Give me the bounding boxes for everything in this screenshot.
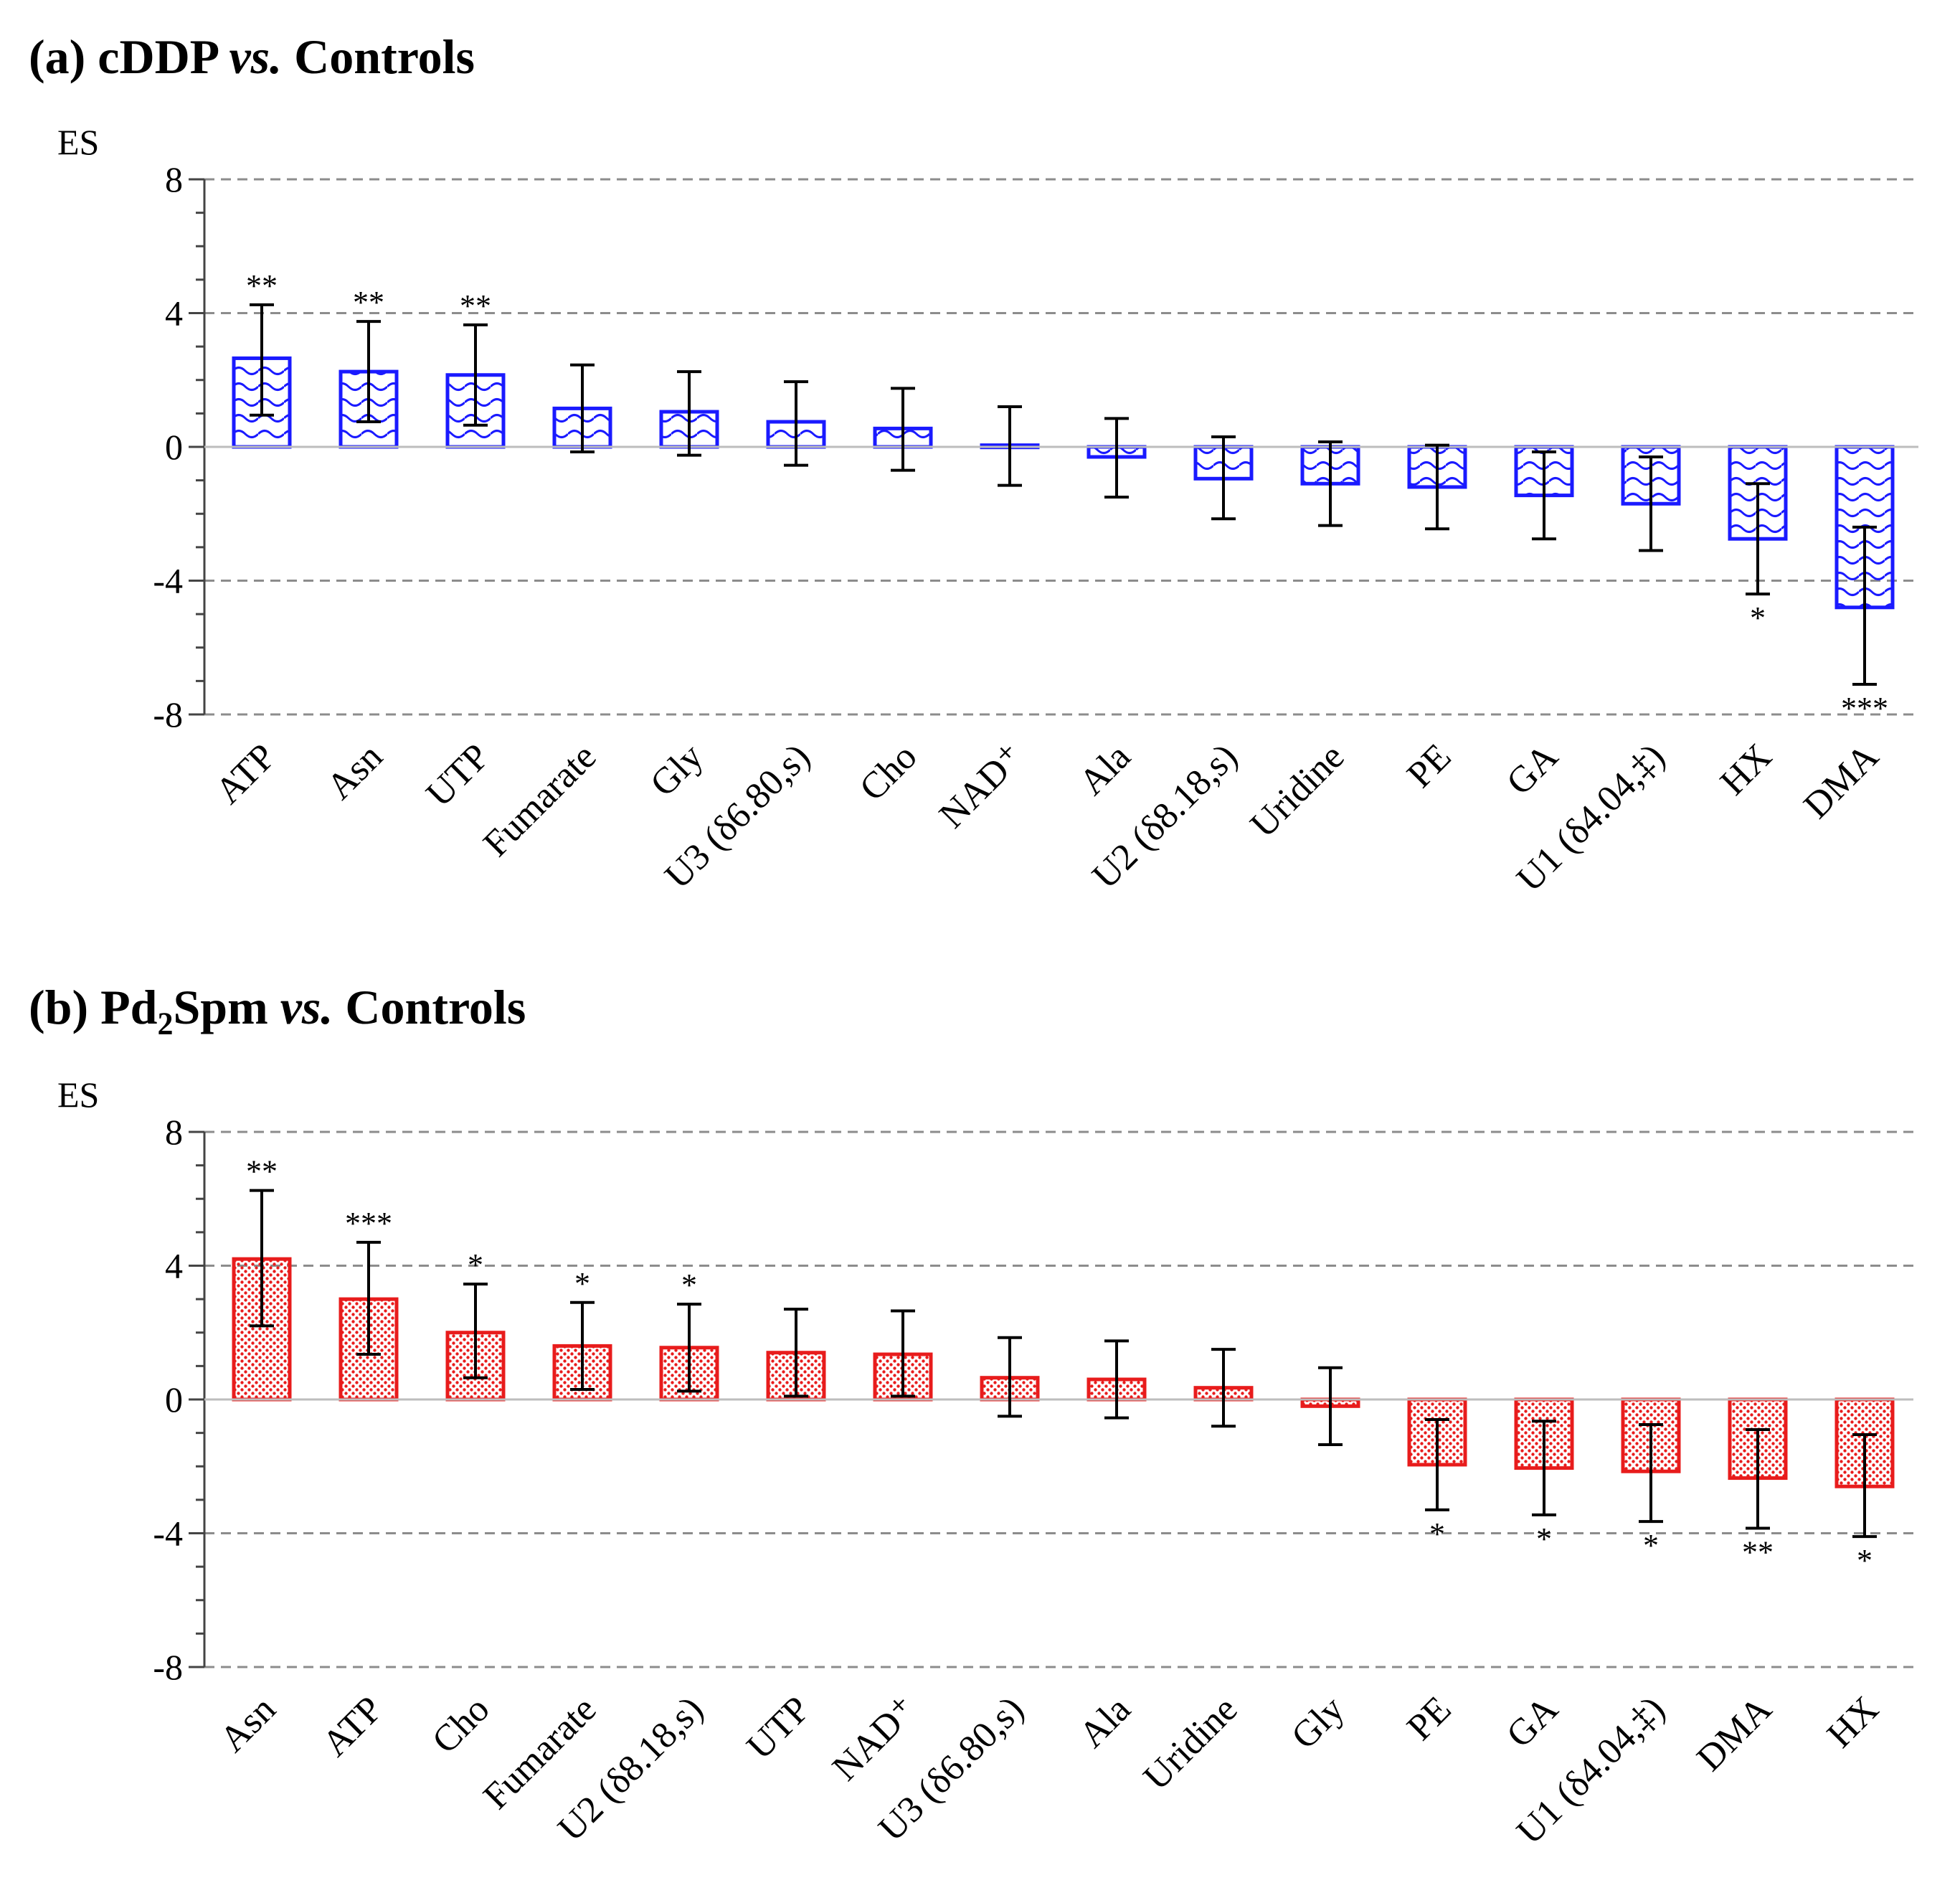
category-label: Uridine bbox=[1136, 1689, 1246, 1798]
significance-label: * bbox=[681, 1267, 697, 1303]
y-tick-label: 8 bbox=[165, 159, 183, 199]
category-label: Cho bbox=[852, 736, 925, 809]
significance-label: * bbox=[1857, 1543, 1873, 1578]
y-axis-label: ES bbox=[57, 1075, 99, 1115]
category-label: Ala bbox=[1071, 736, 1138, 803]
category-label: Cho bbox=[425, 1689, 498, 1762]
category-label: PE bbox=[1399, 1689, 1459, 1748]
y-tick-label: 8 bbox=[165, 1112, 183, 1152]
y-tick-label: -8 bbox=[153, 694, 183, 735]
category-label: GA bbox=[1499, 1689, 1566, 1756]
significance-label: ** bbox=[246, 268, 278, 303]
category-label: UTP bbox=[419, 736, 498, 815]
significance-label: ** bbox=[353, 285, 384, 320]
significance-label: * bbox=[468, 1247, 483, 1283]
y-tick-label: 4 bbox=[165, 293, 183, 334]
category-label: Uridine bbox=[1243, 736, 1353, 846]
category-label: Ala bbox=[1071, 1689, 1138, 1755]
y-tick-label: 0 bbox=[165, 427, 183, 467]
category-label: NAD⁺ bbox=[825, 1689, 924, 1788]
y-tick-label: 0 bbox=[165, 1379, 183, 1420]
significance-label: *** bbox=[345, 1206, 392, 1241]
category-label: NAD⁺ bbox=[932, 736, 1031, 836]
category-label: ATP bbox=[315, 1689, 391, 1765]
category-label: PE bbox=[1399, 736, 1459, 795]
significance-label: ** bbox=[460, 288, 491, 324]
y-tick-label: -4 bbox=[153, 561, 183, 601]
category-label: HX bbox=[1819, 1689, 1886, 1755]
category-label: Gly bbox=[1284, 1689, 1352, 1757]
y-tick-label: -4 bbox=[153, 1514, 183, 1554]
category-label: ATP bbox=[208, 736, 284, 812]
bar bbox=[232, 1257, 292, 1402]
category-label: GA bbox=[1499, 736, 1566, 803]
significance-label: * bbox=[1536, 1521, 1552, 1557]
category-label: Gly bbox=[643, 736, 711, 804]
panel-b-title: (b) Pd2Spm vs. Controls bbox=[29, 980, 526, 1042]
significance-label: * bbox=[1643, 1528, 1659, 1563]
category-label: DMA bbox=[1689, 1689, 1779, 1779]
significance-label: * bbox=[1750, 600, 1766, 636]
significance-label: ** bbox=[1742, 1535, 1774, 1570]
y-tick-label: 4 bbox=[165, 1246, 183, 1286]
y-axis-label: ES bbox=[57, 122, 99, 162]
significance-label: * bbox=[1429, 1516, 1445, 1552]
significance-label: ** bbox=[246, 1154, 278, 1189]
category-label: HX bbox=[1713, 736, 1779, 803]
category-label: Fumarate bbox=[475, 736, 604, 864]
significance-label: * bbox=[574, 1266, 590, 1301]
y-tick-label: -8 bbox=[153, 1647, 183, 1687]
panel-a-title: (a) cDDP vs. Controls bbox=[29, 29, 475, 84]
category-label: UTP bbox=[739, 1689, 818, 1767]
category-label: DMA bbox=[1796, 736, 1886, 826]
significance-label: *** bbox=[1841, 691, 1888, 726]
category-label: Asn bbox=[212, 1689, 284, 1760]
category-label: Asn bbox=[319, 736, 391, 808]
